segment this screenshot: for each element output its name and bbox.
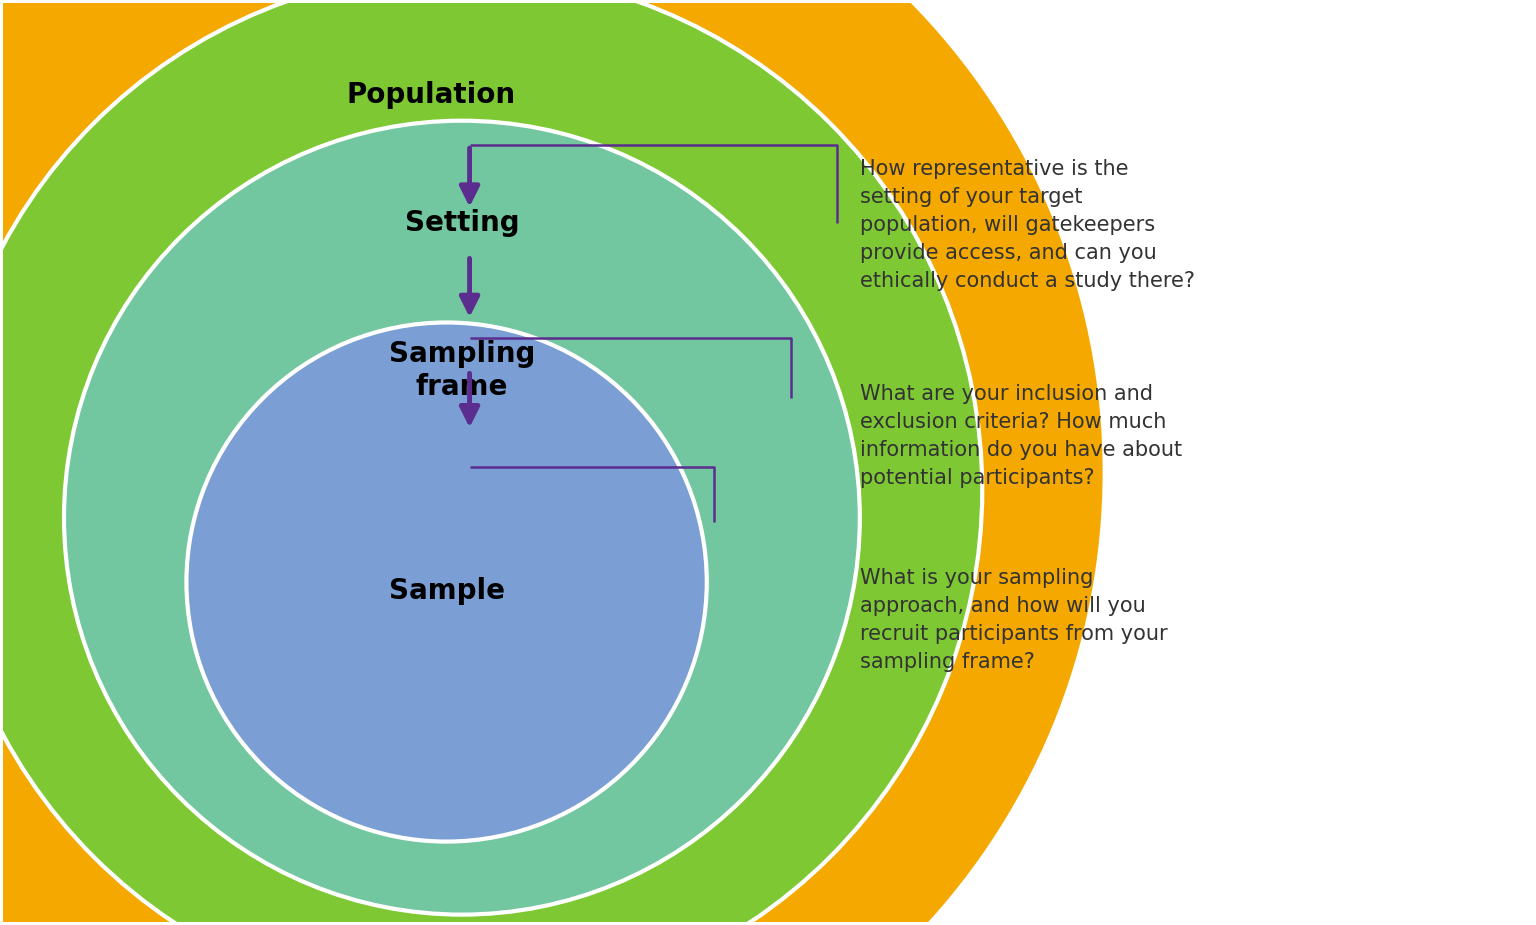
Text: What is your sampling
approach, and how will you
recruit participants from your
: What is your sampling approach, and how …	[860, 568, 1167, 672]
Text: What are your inclusion and
exclusion criteria? How much
information do you have: What are your inclusion and exclusion cr…	[860, 385, 1181, 488]
Ellipse shape	[0, 0, 982, 925]
Text: Sampling
frame: Sampling frame	[389, 340, 535, 401]
Ellipse shape	[65, 120, 860, 915]
Text: How representative is the
setting of your target
population, will gatekeepers
pr: How representative is the setting of you…	[860, 159, 1195, 291]
Ellipse shape	[186, 323, 707, 842]
Text: Population: Population	[347, 80, 516, 109]
Text: Sample: Sample	[389, 577, 505, 605]
Ellipse shape	[0, 0, 1104, 925]
Text: Setting: Setting	[404, 209, 519, 238]
